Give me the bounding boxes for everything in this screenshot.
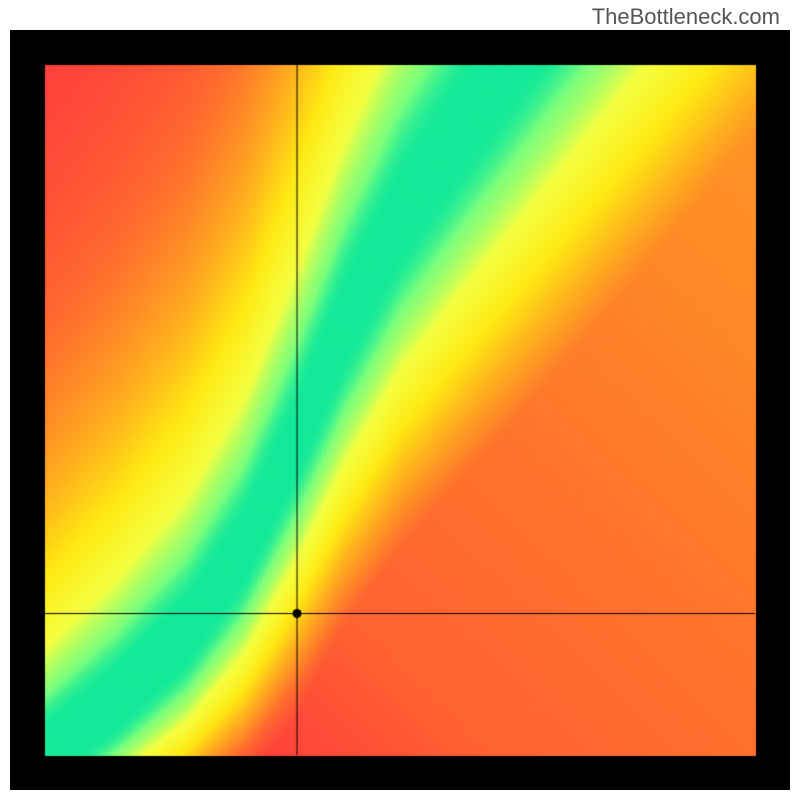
bottleneck-heatmap — [10, 30, 790, 790]
watermark-text: TheBottleneck.com — [592, 4, 780, 30]
chart-frame — [10, 30, 790, 790]
